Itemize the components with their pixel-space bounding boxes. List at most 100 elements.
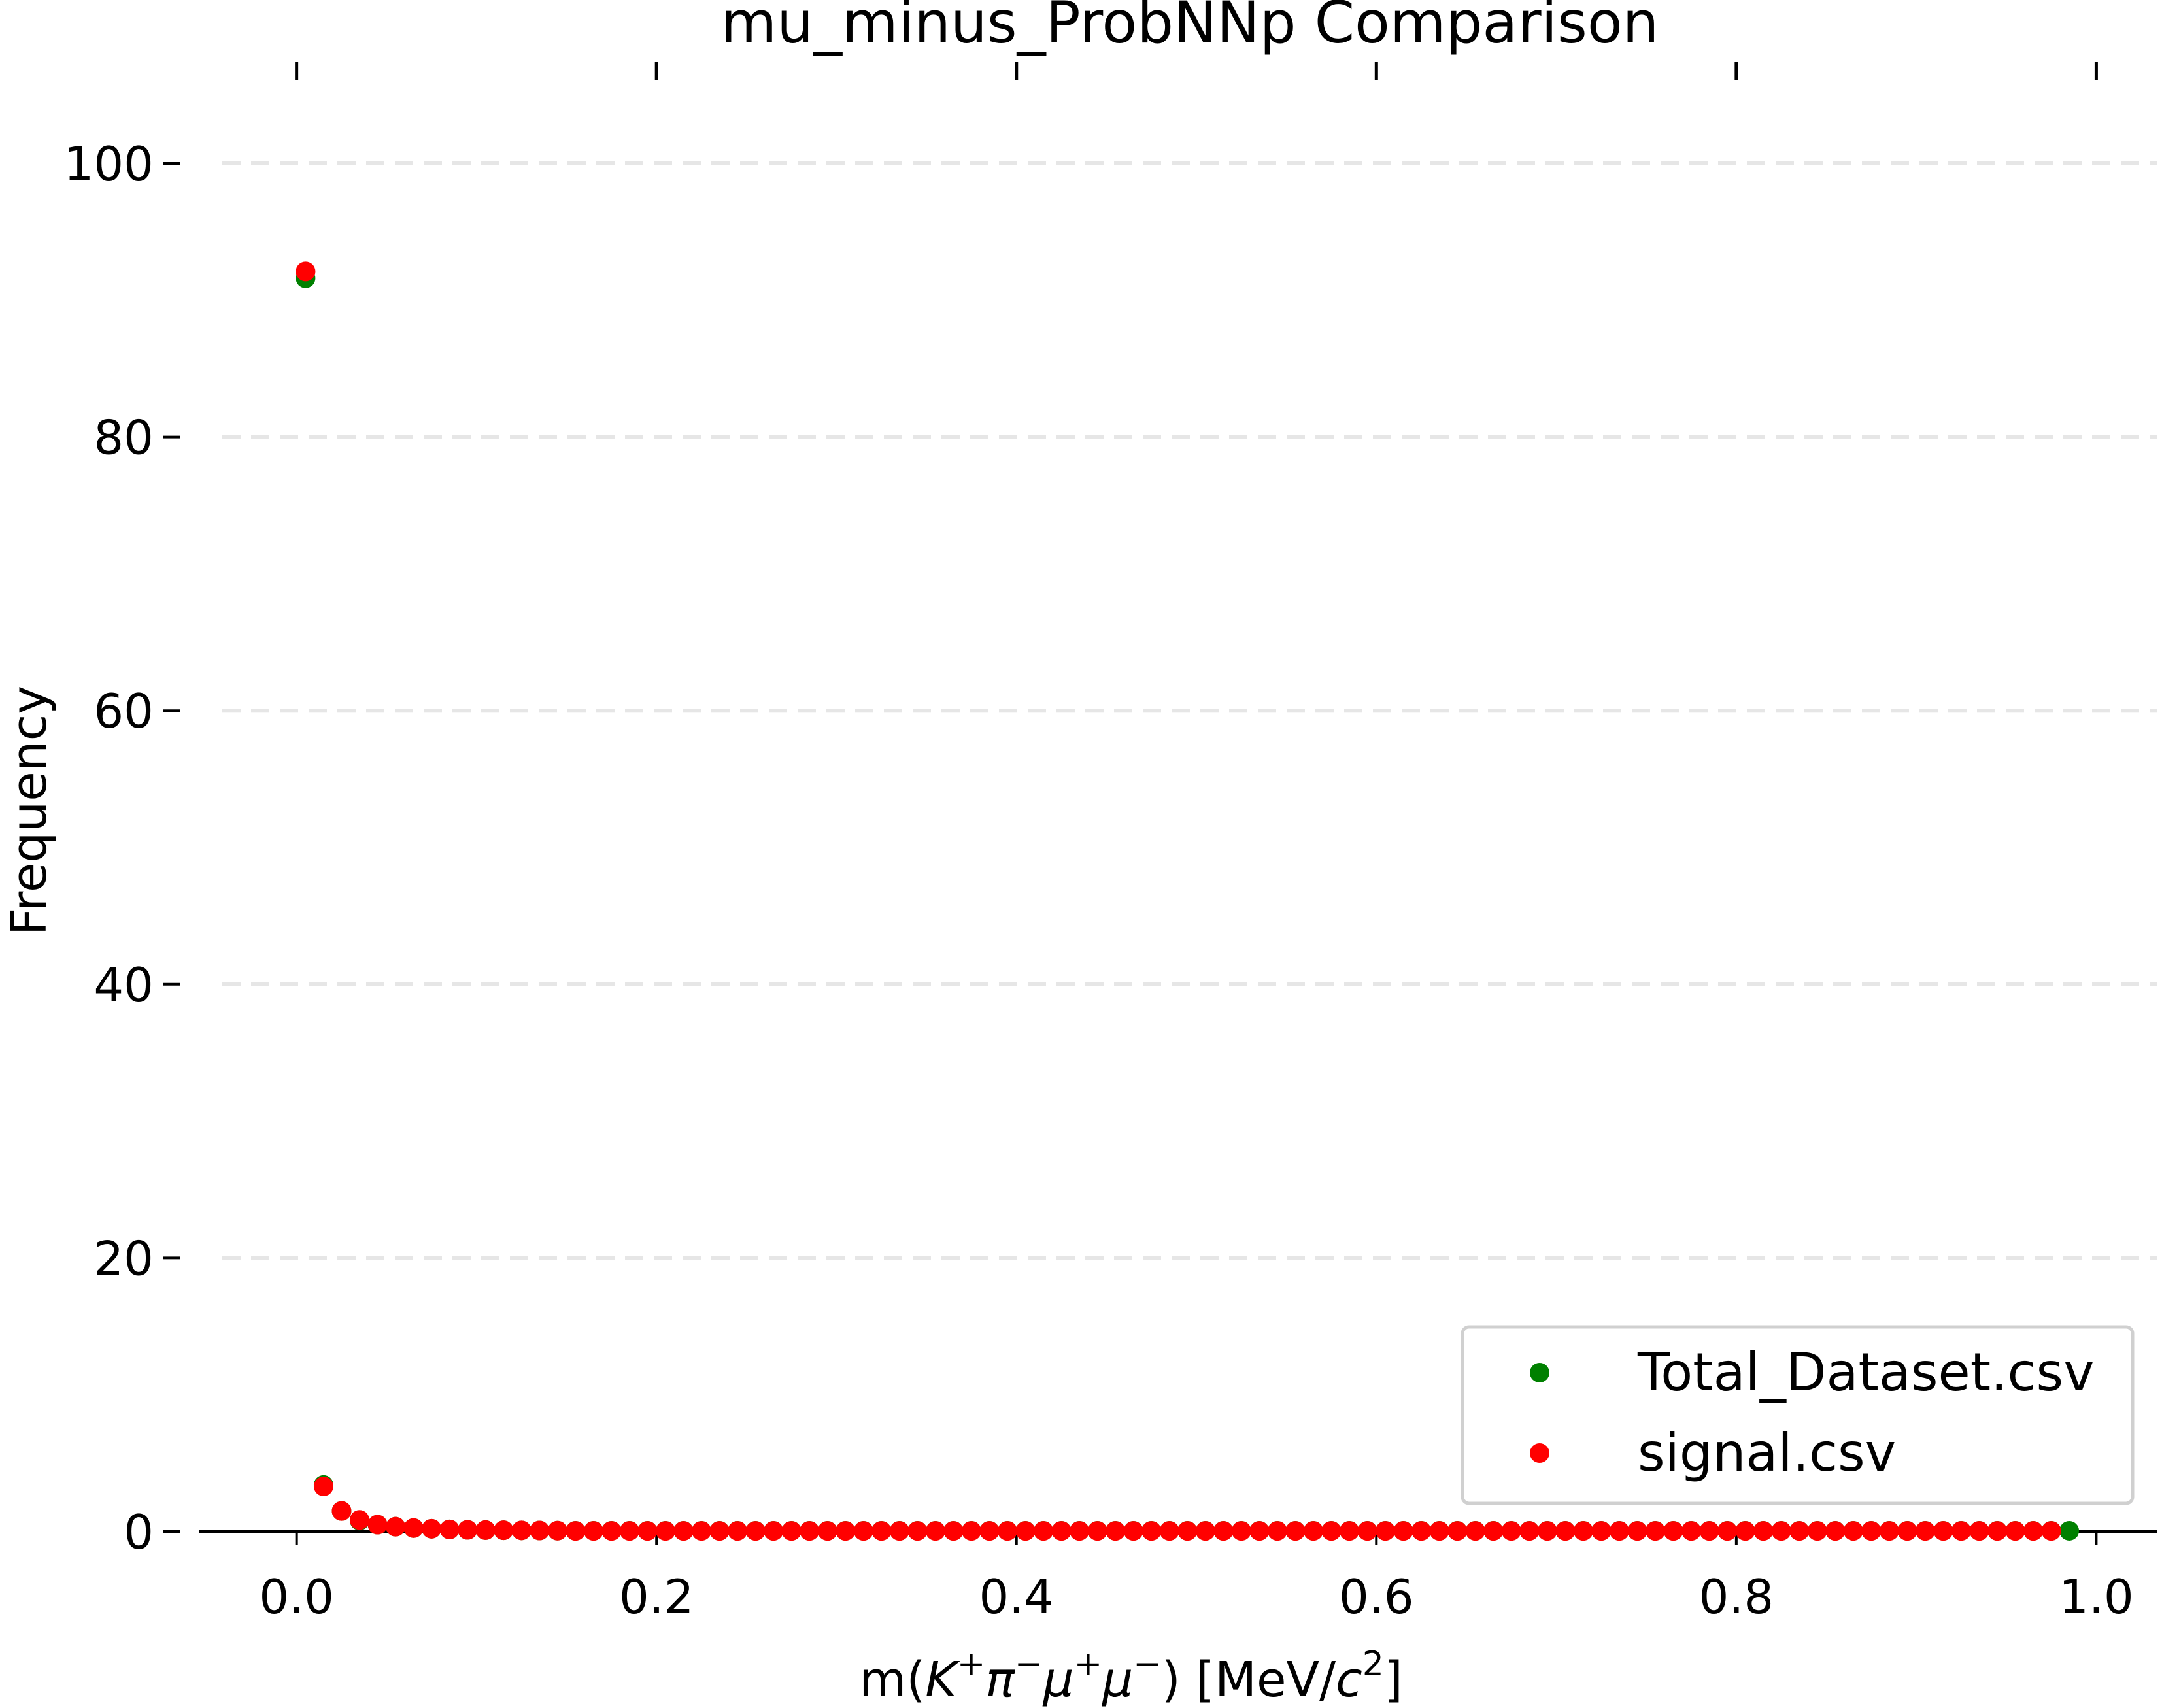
legend-label: Total_Dataset.csv bbox=[1637, 1342, 2095, 1403]
x-tick-label: 0.6 bbox=[1339, 1569, 1414, 1624]
data-point bbox=[1015, 1521, 1036, 1541]
data-point bbox=[692, 1521, 712, 1541]
data-point bbox=[349, 1510, 369, 1530]
data-point bbox=[1034, 1521, 1054, 1541]
data-point bbox=[1933, 1521, 1953, 1541]
legend-box bbox=[1461, 1325, 2135, 1505]
data-point bbox=[745, 1521, 766, 1541]
x-tick-label: 0.4 bbox=[979, 1569, 1054, 1624]
data-point bbox=[1070, 1521, 1090, 1541]
data-point bbox=[1087, 1521, 1107, 1541]
data-point bbox=[1393, 1521, 1413, 1541]
data-point bbox=[961, 1521, 981, 1541]
data-point bbox=[1825, 1521, 1846, 1541]
data-point bbox=[367, 1515, 388, 1535]
x-tick-label: 0.2 bbox=[619, 1569, 694, 1624]
x-tick-label: 1.0 bbox=[2059, 1569, 2134, 1624]
data-point bbox=[817, 1521, 837, 1541]
x-tick-label: 0.0 bbox=[259, 1569, 334, 1624]
y-axis: 0 20 40 60 80 100 bbox=[64, 137, 180, 1560]
data-point bbox=[853, 1521, 873, 1541]
data-point bbox=[1681, 1521, 1702, 1541]
y-tick-label: 80 bbox=[93, 410, 154, 465]
data-point bbox=[1609, 1521, 1629, 1541]
data-point bbox=[1159, 1521, 1179, 1541]
data-point bbox=[979, 1521, 1000, 1541]
data-point bbox=[1897, 1521, 1917, 1541]
x-tick-label: 0.8 bbox=[1699, 1569, 1774, 1624]
data-point bbox=[1591, 1521, 1612, 1541]
data-point bbox=[422, 1518, 442, 1539]
data-point bbox=[1195, 1521, 1215, 1541]
data-point bbox=[1717, 1521, 1738, 1541]
data-point bbox=[1879, 1521, 1899, 1541]
data-point bbox=[1807, 1521, 1827, 1541]
series-signal.csv bbox=[296, 261, 2061, 1541]
data-point bbox=[494, 1520, 514, 1541]
data-point bbox=[1303, 1521, 1323, 1541]
y-tick-label: 40 bbox=[93, 958, 154, 1013]
data-point bbox=[1969, 1521, 1989, 1541]
data-point bbox=[313, 1476, 333, 1496]
data-points bbox=[296, 261, 2080, 1541]
data-point bbox=[1213, 1521, 1234, 1541]
data-point bbox=[997, 1521, 1017, 1541]
data-point bbox=[511, 1520, 532, 1541]
data-point bbox=[331, 1501, 352, 1521]
chart-title: mu_minus_ProbNNp Comparison bbox=[721, 0, 1659, 56]
top-tick-marks bbox=[295, 62, 2098, 80]
data-point bbox=[637, 1521, 658, 1541]
data-point bbox=[925, 1521, 945, 1541]
data-point bbox=[1285, 1521, 1306, 1541]
data-point bbox=[458, 1520, 478, 1540]
data-point bbox=[2005, 1521, 2025, 1541]
data-point bbox=[1951, 1521, 1971, 1541]
data-point bbox=[1915, 1521, 1935, 1541]
data-point bbox=[655, 1521, 675, 1541]
legend: Total_Dataset.csv signal.csv bbox=[1461, 1325, 2135, 1505]
legend-label: signal.csv bbox=[1638, 1422, 1896, 1483]
data-point bbox=[728, 1521, 748, 1541]
data-point bbox=[1106, 1521, 1126, 1541]
data-point bbox=[1573, 1521, 1593, 1541]
data-point bbox=[764, 1521, 784, 1541]
y-tick-label: 100 bbox=[64, 137, 154, 192]
data-point bbox=[1663, 1521, 1683, 1541]
data-point bbox=[1699, 1521, 1719, 1541]
data-point bbox=[1249, 1521, 1270, 1541]
y-tick-label: 20 bbox=[93, 1231, 154, 1286]
data-point bbox=[2059, 1520, 2080, 1541]
data-point bbox=[547, 1520, 567, 1541]
data-point bbox=[1465, 1521, 1485, 1541]
data-point bbox=[1411, 1521, 1432, 1541]
data-point bbox=[601, 1521, 622, 1541]
data-point bbox=[1789, 1521, 1810, 1541]
data-point bbox=[1555, 1521, 1576, 1541]
data-point bbox=[530, 1520, 550, 1541]
data-point bbox=[1483, 1521, 1504, 1541]
data-point bbox=[673, 1521, 694, 1541]
data-point bbox=[1357, 1521, 1377, 1541]
data-point bbox=[2041, 1521, 2061, 1541]
data-point bbox=[1753, 1521, 1774, 1541]
data-point bbox=[1843, 1521, 1863, 1541]
data-point bbox=[475, 1520, 496, 1540]
data-point bbox=[836, 1521, 856, 1541]
y-tick-label: 0 bbox=[124, 1505, 154, 1560]
data-point bbox=[1231, 1521, 1251, 1541]
data-point bbox=[1177, 1521, 1198, 1541]
data-point bbox=[403, 1518, 424, 1538]
data-point bbox=[1861, 1521, 1882, 1541]
data-point bbox=[907, 1521, 928, 1541]
data-point bbox=[1627, 1521, 1647, 1541]
y-tick-label: 60 bbox=[93, 684, 154, 739]
data-point bbox=[1123, 1521, 1143, 1541]
data-point bbox=[566, 1521, 586, 1541]
data-point bbox=[1987, 1521, 2008, 1541]
data-point bbox=[889, 1521, 909, 1541]
data-point bbox=[943, 1521, 964, 1541]
x-axis: 0.0 0.2 0.4 0.6 0.8 1.0 bbox=[199, 1530, 2157, 1624]
data-point bbox=[1321, 1521, 1342, 1541]
data-point bbox=[1735, 1521, 1755, 1541]
